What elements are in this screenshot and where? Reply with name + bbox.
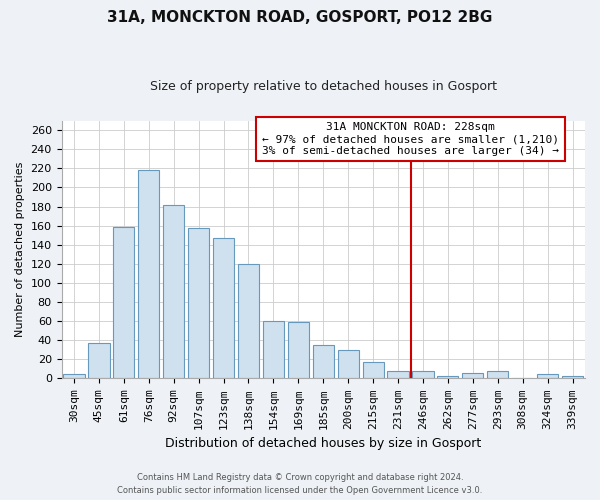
Text: 31A MONCKTON ROAD: 228sqm
← 97% of detached houses are smaller (1,210)
3% of sem: 31A MONCKTON ROAD: 228sqm ← 97% of detac… — [262, 122, 559, 156]
Bar — [238, 264, 259, 378]
Bar — [487, 371, 508, 378]
Bar — [537, 374, 558, 378]
Bar — [412, 371, 434, 378]
Text: 31A, MONCKTON ROAD, GOSPORT, PO12 2BG: 31A, MONCKTON ROAD, GOSPORT, PO12 2BG — [107, 10, 493, 25]
Bar — [388, 371, 409, 378]
Bar — [313, 345, 334, 378]
Bar — [338, 350, 359, 378]
Bar — [188, 228, 209, 378]
Bar — [362, 362, 384, 378]
Bar — [163, 204, 184, 378]
Bar — [462, 372, 484, 378]
Title: Size of property relative to detached houses in Gosport: Size of property relative to detached ho… — [150, 80, 497, 93]
Bar — [138, 170, 160, 378]
Bar — [113, 226, 134, 378]
Bar — [263, 321, 284, 378]
Bar — [213, 238, 234, 378]
Bar — [288, 322, 309, 378]
Bar — [64, 374, 85, 378]
Bar — [88, 343, 110, 378]
X-axis label: Distribution of detached houses by size in Gosport: Distribution of detached houses by size … — [165, 437, 481, 450]
Bar — [437, 376, 458, 378]
Y-axis label: Number of detached properties: Number of detached properties — [15, 162, 25, 337]
Text: Contains HM Land Registry data © Crown copyright and database right 2024.
Contai: Contains HM Land Registry data © Crown c… — [118, 474, 482, 495]
Bar — [562, 376, 583, 378]
